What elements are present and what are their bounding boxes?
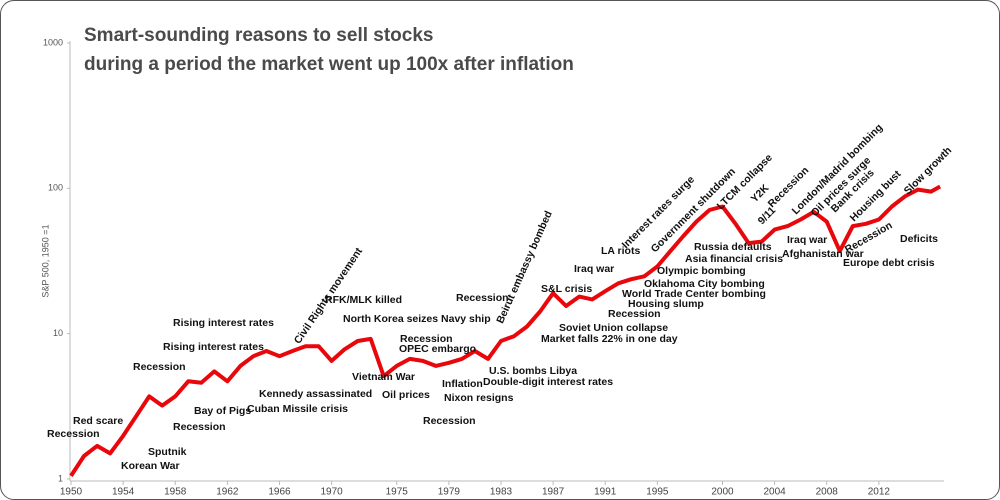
- annotation: Double-digit interest rates: [483, 376, 613, 388]
- annotation: Recession: [133, 361, 186, 373]
- annotation: Recession: [47, 428, 100, 440]
- annotation: Olympic bombing: [657, 265, 746, 277]
- annotation: Rising interest rates: [173, 317, 274, 329]
- y-tick-label: 1000: [43, 37, 63, 47]
- annotation: Europe debt crisis: [843, 257, 935, 269]
- annotation: S&L crisis: [541, 283, 592, 295]
- annotation: Kennedy assassinated: [259, 388, 372, 400]
- annotation: Sputnik: [148, 446, 187, 458]
- annotation: Soviet Union collapse: [559, 322, 668, 334]
- annotation: North Korea seizes Navy ship: [343, 313, 491, 325]
- x-tick-label: 1995: [646, 487, 669, 498]
- y-axis-label: S&P 500, 1950 =1: [40, 224, 50, 297]
- x-tick-label: 2000: [711, 487, 734, 498]
- annotation: Recession: [423, 415, 476, 427]
- annotation: LA riots: [601, 245, 640, 257]
- annotation: Recession: [608, 308, 661, 320]
- annotation: Inflation: [442, 378, 483, 390]
- annotation: Red scare: [73, 415, 123, 427]
- annotation: Vietnam War: [352, 371, 415, 383]
- x-tick-label: 1950: [60, 487, 83, 498]
- x-tick-label: 2004: [763, 487, 786, 498]
- annotation: Cuban Missile crisis: [247, 403, 348, 415]
- x-tick-label: 1954: [112, 487, 135, 498]
- annotation: Afghanistan war: [782, 248, 864, 260]
- annotation: Asia financial crisis: [685, 253, 783, 265]
- annotation: Recession: [456, 292, 509, 304]
- annotation: World Trade Center bombing: [622, 288, 766, 300]
- x-tick-label: 1966: [268, 487, 291, 498]
- annotation: Rising interest rates: [163, 341, 264, 353]
- x-tick-label: 1958: [164, 487, 187, 498]
- x-tick-label: 1979: [438, 487, 461, 498]
- annotation: OPEC embargo: [399, 343, 476, 355]
- x-tick-label: 1983: [490, 487, 513, 498]
- annotation: Iraq war: [787, 234, 827, 246]
- annotation: Oil prices: [382, 389, 430, 401]
- x-tick-label: 1987: [542, 487, 565, 498]
- y-tick-label: 10: [53, 328, 63, 338]
- y-tick-label: 1: [58, 473, 63, 483]
- annotation: Deficits: [900, 233, 938, 245]
- y-tick-label: 100: [48, 183, 63, 193]
- annotation: Russia defaults: [694, 241, 772, 253]
- annotation: Iraq war: [574, 263, 614, 275]
- annotation: Korean War: [121, 460, 180, 472]
- annotation: Market falls 22% in one day: [541, 333, 678, 345]
- x-tick-label: 1970: [320, 487, 343, 498]
- x-tick-label: 1991: [594, 487, 617, 498]
- annotation: Housing slump: [628, 298, 704, 310]
- annotation: Oklahoma City bombing: [644, 278, 765, 290]
- annotation: U.S. bombs Libya: [489, 365, 577, 377]
- data-line: [69, 184, 942, 477]
- annotation: Recession: [173, 421, 226, 433]
- x-tick-label: 1962: [216, 487, 239, 498]
- annotation: RFK/MLK killed: [325, 294, 402, 306]
- annotation: Bay of Pigs: [194, 405, 251, 417]
- annotation: Beirut embassy bombed: [494, 209, 555, 325]
- x-tick-label: 1975: [386, 487, 409, 498]
- annotation: Recession: [400, 333, 453, 345]
- chart-subtitle: during a period the market went up 100x …: [84, 54, 574, 75]
- x-tick-label: 2012: [868, 487, 891, 498]
- chart-title: Smart-sounding reasons to sell stocks: [84, 25, 433, 46]
- x-tick-label: 2008: [816, 487, 839, 498]
- annotation: Nixon resigns: [444, 392, 514, 404]
